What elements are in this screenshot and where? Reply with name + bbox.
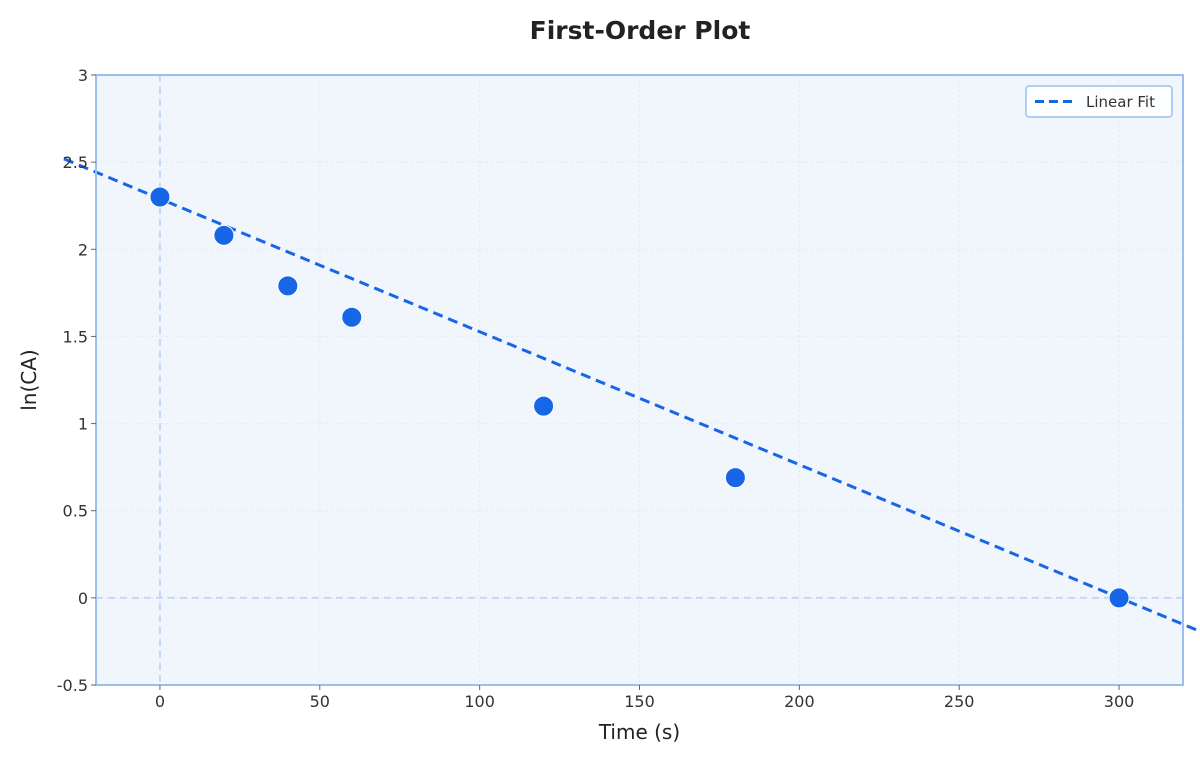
legend-box [1025, 85, 1173, 118]
y-tick-label: 0 [78, 589, 88, 608]
x-tick-label: 100 [464, 692, 495, 711]
y-tick-label: -0.5 [57, 676, 88, 695]
x-axis-label: Time (s) [598, 720, 680, 744]
y-tick-label: 0.5 [63, 502, 88, 521]
y-axis-ticks: -0.5 0 0.5 1 1.5 2 2.5 3 [57, 66, 96, 695]
x-tick-label: 200 [784, 692, 815, 711]
x-tick-label: 150 [624, 692, 655, 711]
y-tick-label: 1 [78, 415, 88, 434]
data-point [1108, 587, 1130, 609]
y-axis-label: ln(CA) [17, 349, 41, 410]
data-point [149, 186, 171, 208]
x-axis-ticks: 0 50 100 150 200 250 300 [155, 685, 1134, 711]
x-tick-label: 50 [310, 692, 330, 711]
chart-title: First-Order Plot [530, 16, 751, 45]
legend-label-linear-fit: Linear Fit [1086, 93, 1155, 111]
x-tick-label: 0 [155, 692, 165, 711]
data-points [149, 186, 1130, 609]
data-point [213, 224, 235, 246]
y-tick-label: 3 [78, 66, 88, 85]
data-point [341, 306, 363, 328]
y-tick-label: 2.5 [63, 153, 88, 172]
x-tick-label: 250 [944, 692, 975, 711]
data-point [277, 275, 299, 297]
y-tick-label: 2 [78, 240, 88, 259]
y-tick-label: 1.5 [63, 327, 88, 346]
legend: Linear Fit [1025, 85, 1173, 118]
data-point [533, 395, 555, 417]
x-tick-label: 300 [1104, 692, 1135, 711]
reference-lines [96, 75, 1183, 685]
data-point [724, 467, 746, 489]
